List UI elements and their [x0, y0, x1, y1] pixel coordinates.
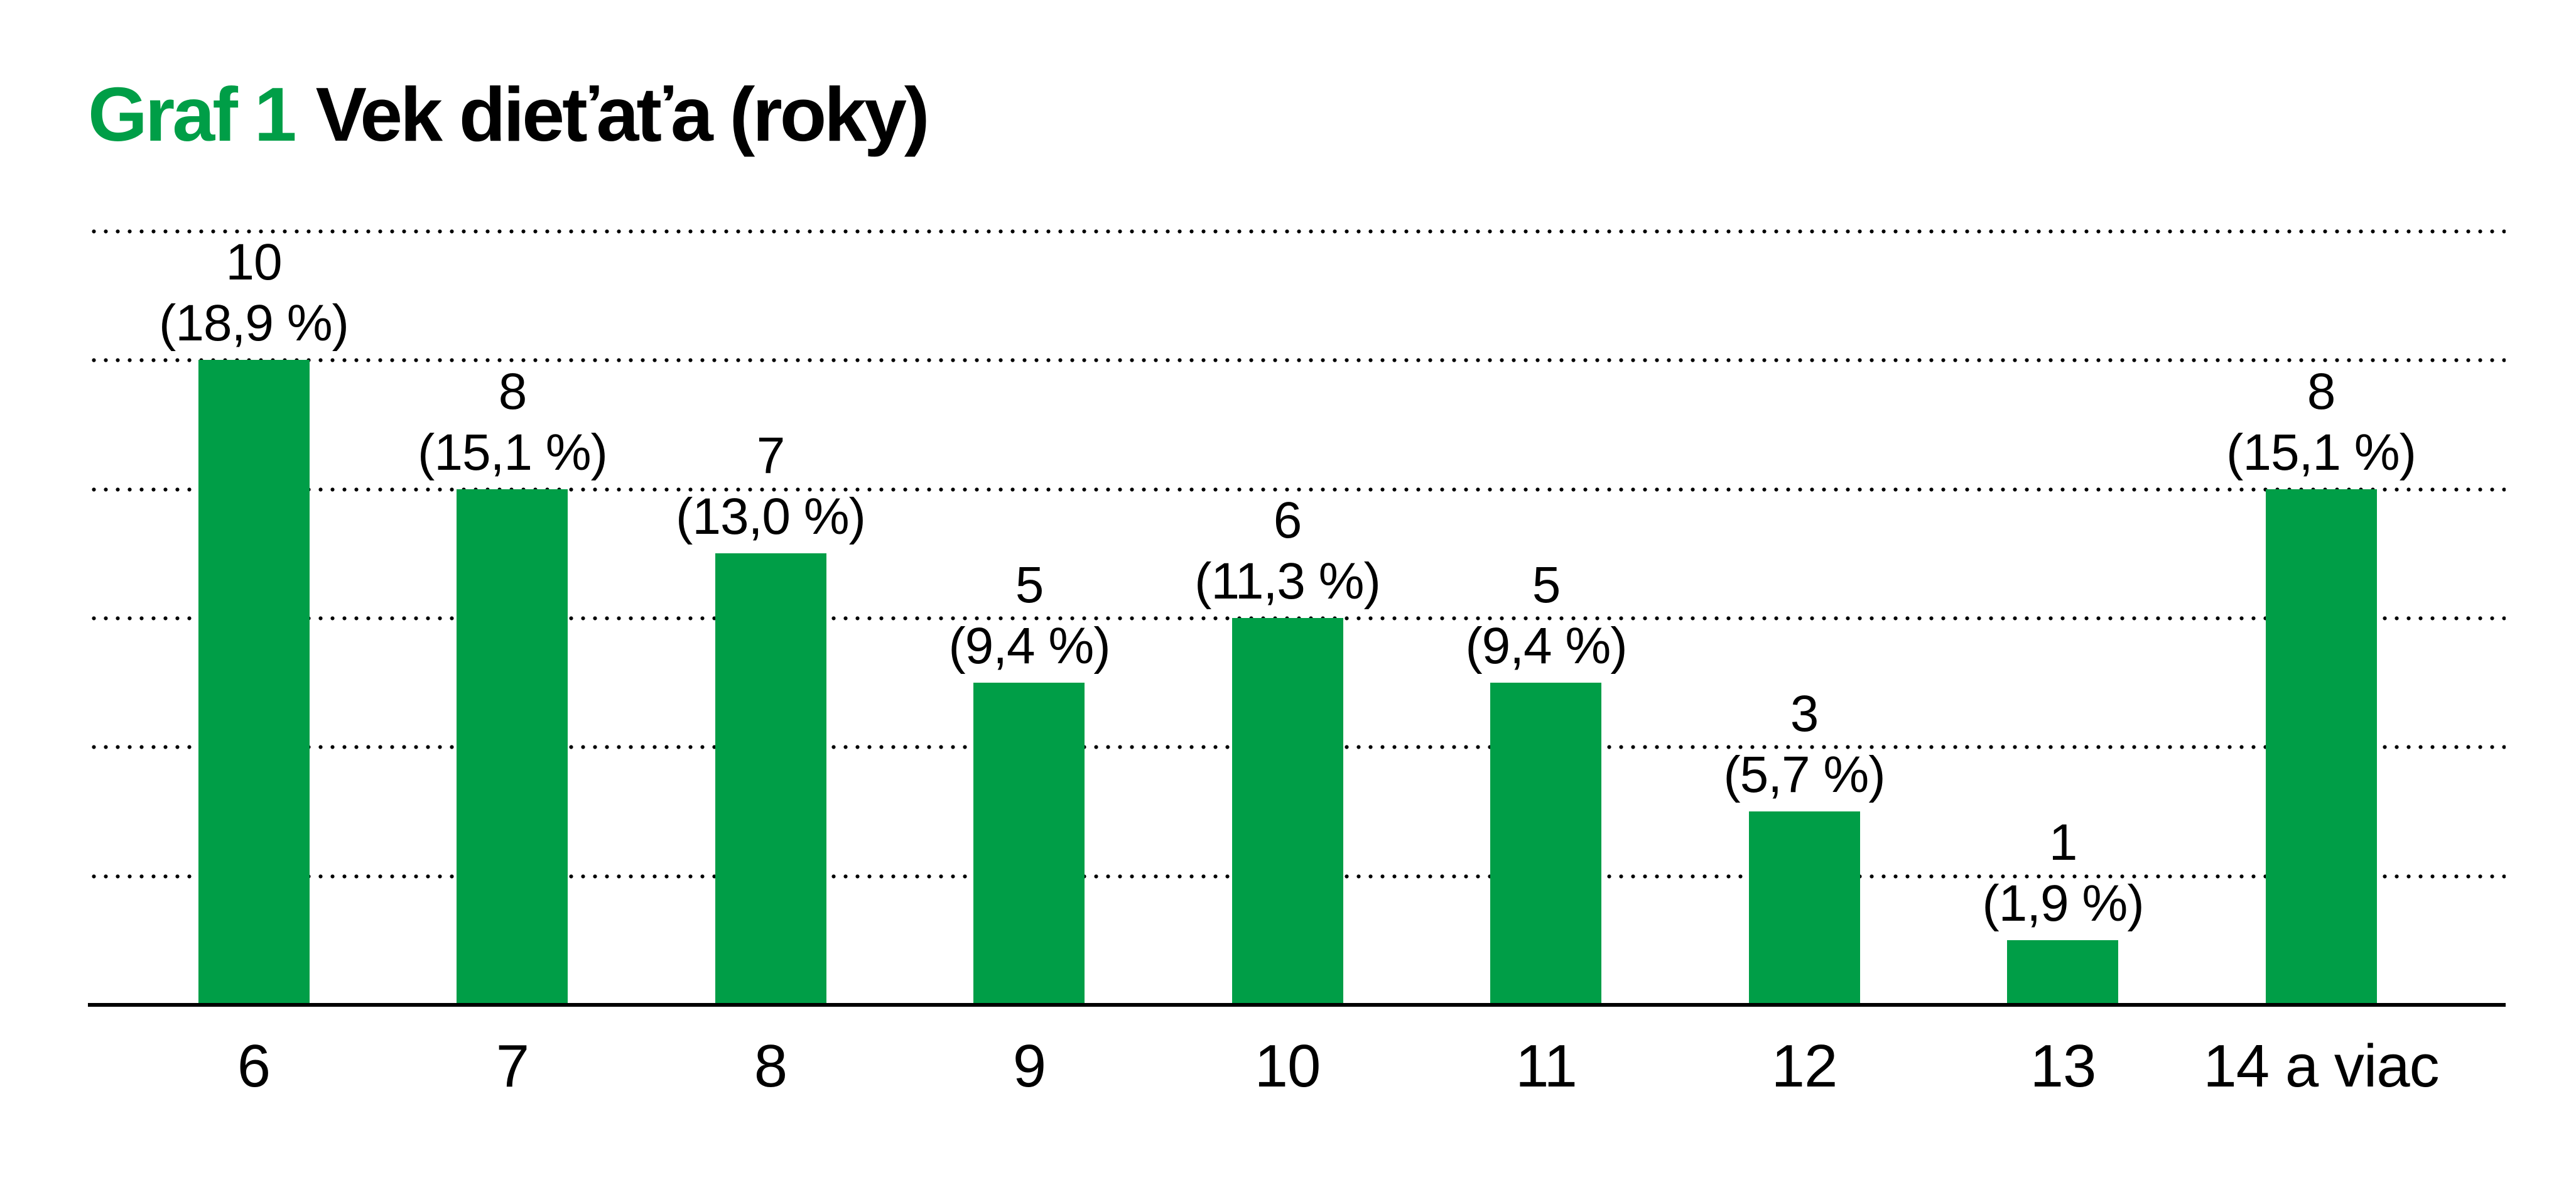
gridline: [88, 358, 2506, 362]
bar-count-label: 10: [225, 234, 282, 291]
chart-title: Graf 1 Vek dieťaťa (roky): [88, 70, 930, 158]
bar: [198, 360, 310, 1005]
x-axis-tick-label: 6: [237, 1033, 271, 1100]
x-axis-tick-label: 9: [1012, 1033, 1046, 1100]
plot-area: 10 (18,9 %) 8 (15,1 %) 7 (13,0 %) 5 (9,4 %) 6 (11…: [88, 229, 2506, 1098]
bar-value-label: 10 (18,9 %): [90, 232, 417, 354]
bar: [1232, 618, 1343, 1005]
bar-percent-label: (18,9 %): [159, 295, 349, 352]
bar-count-label: 8: [2307, 363, 2336, 420]
bar-value-label: 8 (15,1 %): [349, 361, 676, 483]
bar-percent-label: (1,9 %): [1982, 875, 2144, 932]
chart-title-text: Vek dieťaťa (roky): [315, 72, 930, 157]
bar: [715, 553, 826, 1005]
bar-value-label: 1 (1,9 %): [1900, 812, 2226, 934]
x-axis-tick-label: 10: [1254, 1033, 1321, 1100]
bar-percent-label: (15,1 %): [2226, 424, 2416, 481]
bar-count-label: 6: [1273, 492, 1302, 549]
gridline: [88, 487, 2506, 492]
bar-percent-label: (9,4 %): [948, 617, 1110, 675]
bar-value-label: 5 (9,4 %): [866, 555, 1193, 676]
x-axis-tick-label: 11: [1515, 1033, 1578, 1100]
bar-count-label: 8: [498, 363, 528, 420]
bar-percent-label: (9,4 %): [1465, 617, 1627, 675]
bar-count-label: 1: [2048, 814, 2078, 871]
bar: [973, 683, 1085, 1005]
bar-percent-label: (11,3 %): [1194, 553, 1381, 610]
bar-value-label: 8 (15,1 %): [2158, 361, 2484, 483]
bar-value-label: 7 (13,0 %): [607, 425, 934, 547]
bar-value-label: 6 (11,3 %): [1124, 490, 1451, 612]
x-axis-tick-label: 8: [754, 1033, 787, 1100]
bar-count-label: 7: [756, 427, 786, 484]
x-axis-line: [88, 1003, 2506, 1007]
bar-count-label: 5: [1015, 556, 1044, 614]
bar-percent-label: (5,7 %): [1723, 746, 1885, 803]
chart-title-prefix: Graf 1: [88, 72, 297, 157]
bar: [457, 489, 568, 1005]
bar-value-label: 3 (5,7 %): [1641, 683, 1967, 805]
bar-percent-label: (13,0 %): [676, 488, 866, 545]
x-axis-tick-label: 14 a viac: [2203, 1033, 2439, 1100]
x-axis-tick-label: 13: [2030, 1033, 2097, 1100]
gridline: [88, 229, 2506, 234]
bar: [2007, 940, 2118, 1005]
bar: [1490, 683, 1601, 1005]
x-axis-tick-label: 12: [1771, 1033, 1838, 1100]
bar-percent-label: (15,1 %): [418, 424, 608, 481]
bar-count-label: 3: [1790, 685, 1819, 742]
bar-value-label: 5 (9,4 %): [1383, 555, 1709, 676]
bar: [2266, 489, 2377, 1005]
bar-count-label: 5: [1532, 556, 1561, 614]
x-axis-tick-label: 7: [495, 1033, 529, 1100]
bar: [1749, 811, 1860, 1005]
